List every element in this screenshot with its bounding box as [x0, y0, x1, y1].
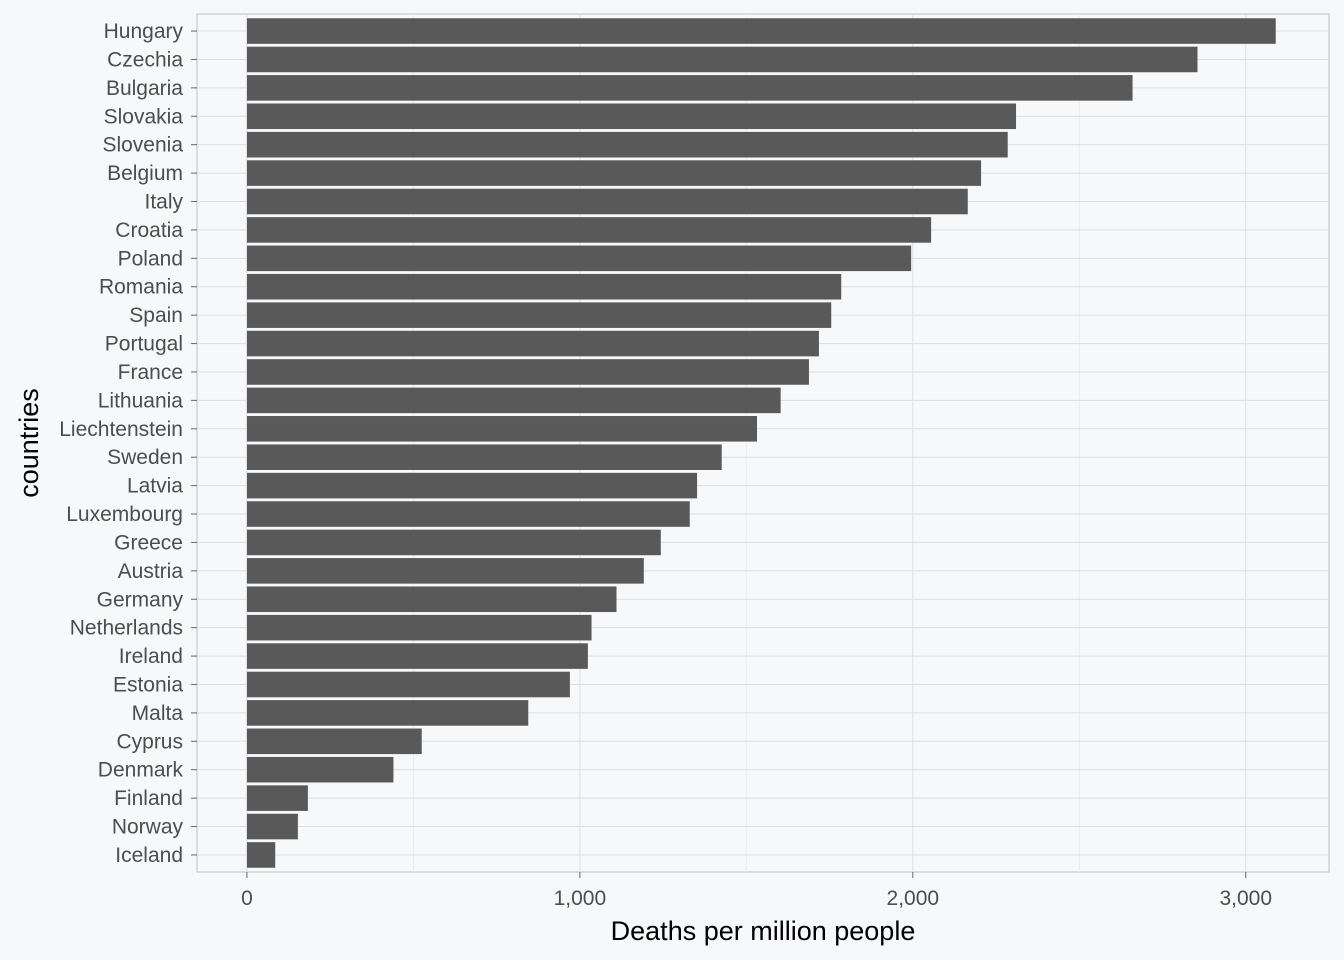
- y-tick-label: Portugal: [105, 333, 183, 356]
- y-tick-label: Netherlands: [70, 617, 183, 640]
- bar: [246, 444, 722, 470]
- bar: [246, 217, 932, 243]
- bar: [246, 273, 842, 300]
- y-tick-label: Italy: [144, 191, 183, 214]
- y-tick-label: Finland: [114, 787, 183, 810]
- bar: [246, 472, 698, 499]
- bar: [246, 671, 570, 698]
- y-tick-label: Germany: [97, 588, 184, 611]
- y-axis-ticks: Hungary Czechia Bulgaria Slovakia Slovenia Be…: [59, 20, 197, 867]
- bar: [246, 330, 819, 357]
- bar: [246, 501, 690, 527]
- y-tick-label: Iceland: [115, 844, 183, 867]
- y-axis-title: countries: [14, 388, 44, 498]
- y-tick-label: Spain: [129, 304, 183, 327]
- bar: [246, 558, 644, 584]
- y-tick-label: Slovakia: [104, 105, 184, 128]
- bar: [246, 359, 809, 385]
- bar: [246, 131, 1008, 158]
- y-tick-label: Bulgaria: [106, 77, 183, 100]
- y-tick-label: Ireland: [119, 645, 183, 668]
- y-tick-label: Czechia: [107, 48, 183, 71]
- y-tick-label: Poland: [118, 247, 183, 270]
- x-tick-label: 2,000: [887, 887, 940, 910]
- y-tick-label: Slovenia: [102, 134, 183, 157]
- y-tick-label: Estonia: [113, 673, 183, 696]
- y-tick-label: Liechtenstein: [59, 418, 183, 441]
- bar: [246, 728, 422, 755]
- bars: [246, 18, 1276, 868]
- bar: [246, 18, 1276, 44]
- y-tick-label: Greece: [114, 531, 183, 554]
- x-tick-label: 0: [241, 887, 253, 910]
- bar: [246, 842, 276, 868]
- y-tick-label: Malta: [132, 702, 184, 725]
- y-tick-label: France: [118, 361, 183, 384]
- bar: [246, 614, 592, 641]
- bar: [246, 700, 529, 726]
- bar: [246, 387, 781, 414]
- bar: [246, 586, 617, 613]
- bar: [246, 188, 968, 215]
- y-tick-label: Belgium: [107, 162, 183, 185]
- bar: [246, 103, 1017, 130]
- bar: [246, 160, 982, 186]
- bar: [246, 529, 661, 556]
- bar: [246, 813, 298, 840]
- bar: [246, 785, 308, 811]
- x-axis-ticks: 0 1,000 2,000 3,000: [241, 872, 1272, 910]
- bar: [246, 756, 394, 783]
- y-tick-label: Latvia: [127, 475, 183, 498]
- x-tick-label: 1,000: [554, 887, 607, 910]
- y-tick-label: Austria: [118, 560, 184, 583]
- y-tick-label: Norway: [112, 816, 184, 839]
- y-tick-label: Romania: [99, 276, 183, 299]
- bar: [246, 643, 588, 669]
- x-tick-label: 3,000: [1219, 887, 1272, 910]
- bar: [246, 416, 758, 442]
- x-axis-title: Deaths per million people: [611, 916, 916, 946]
- y-tick-label: Cyprus: [116, 730, 183, 753]
- y-tick-label: Hungary: [104, 20, 184, 43]
- bar: [246, 75, 1133, 101]
- bar: [246, 302, 832, 328]
- y-tick-label: Lithuania: [98, 389, 184, 412]
- y-tick-label: Sweden: [107, 446, 183, 469]
- bar: [246, 46, 1198, 73]
- y-tick-label: Denmark: [98, 759, 184, 782]
- y-tick-label: Croatia: [115, 219, 183, 242]
- y-tick-label: Luxembourg: [66, 503, 183, 526]
- bar: [246, 245, 912, 272]
